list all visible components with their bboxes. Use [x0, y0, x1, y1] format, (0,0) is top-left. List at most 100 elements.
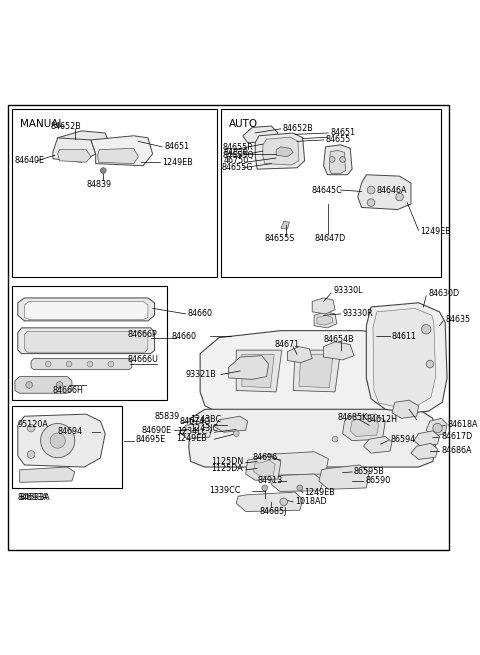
- Polygon shape: [299, 354, 333, 388]
- Circle shape: [56, 382, 63, 388]
- Polygon shape: [24, 331, 148, 352]
- Polygon shape: [53, 138, 96, 162]
- Polygon shape: [179, 422, 212, 438]
- Polygon shape: [373, 309, 436, 407]
- Text: 84686A: 84686A: [442, 446, 472, 455]
- Text: 84655: 84655: [325, 135, 351, 143]
- Text: 84674G: 84674G: [179, 417, 211, 426]
- Polygon shape: [363, 436, 392, 453]
- Text: 84652B: 84652B: [283, 124, 313, 134]
- Polygon shape: [392, 400, 419, 419]
- Text: 84839: 84839: [224, 148, 249, 157]
- Polygon shape: [200, 331, 419, 413]
- Circle shape: [280, 498, 288, 506]
- Polygon shape: [312, 298, 335, 314]
- Circle shape: [108, 361, 114, 367]
- Text: 84666P: 84666P: [128, 330, 158, 339]
- Circle shape: [433, 423, 442, 433]
- Circle shape: [340, 157, 346, 162]
- Text: 1018AD: 1018AD: [295, 496, 327, 506]
- Polygon shape: [91, 136, 153, 166]
- Circle shape: [50, 433, 65, 448]
- Text: 1243JC: 1243JC: [191, 424, 218, 432]
- Text: 84640E: 84640E: [15, 157, 45, 165]
- Circle shape: [26, 382, 33, 388]
- Circle shape: [100, 168, 106, 174]
- Text: 84652B: 84652B: [50, 122, 81, 130]
- Circle shape: [332, 436, 338, 442]
- Polygon shape: [293, 350, 341, 392]
- Polygon shape: [20, 467, 75, 482]
- Circle shape: [396, 193, 403, 201]
- Text: 1125DN: 1125DN: [212, 457, 244, 466]
- Bar: [12, 406, 122, 488]
- Text: 84646A: 84646A: [377, 185, 407, 195]
- Polygon shape: [281, 221, 289, 229]
- Polygon shape: [236, 350, 282, 392]
- Bar: [12, 109, 217, 277]
- Polygon shape: [414, 431, 440, 446]
- Polygon shape: [58, 150, 91, 162]
- Text: 1125DA: 1125DA: [212, 464, 243, 473]
- Text: 84685K: 84685K: [338, 413, 368, 422]
- Text: MANUAL: MANUAL: [20, 119, 64, 129]
- Polygon shape: [228, 356, 268, 379]
- Circle shape: [41, 424, 75, 458]
- Text: 84618A: 84618A: [447, 420, 478, 429]
- Circle shape: [27, 451, 35, 458]
- Text: 1249EB: 1249EB: [162, 158, 193, 167]
- Text: 84655G: 84655G: [222, 162, 253, 172]
- Text: 84647D: 84647D: [314, 234, 345, 243]
- Polygon shape: [350, 419, 379, 436]
- Polygon shape: [319, 465, 369, 489]
- Text: 84690E: 84690E: [141, 426, 171, 435]
- Text: 84685J: 84685J: [259, 507, 287, 516]
- Bar: [12, 286, 167, 400]
- Polygon shape: [31, 358, 132, 369]
- Polygon shape: [15, 377, 72, 393]
- Text: 84645C: 84645C: [312, 185, 343, 195]
- Polygon shape: [236, 492, 303, 512]
- Polygon shape: [253, 460, 275, 477]
- Text: 93321B: 93321B: [186, 370, 216, 379]
- Polygon shape: [409, 337, 438, 407]
- Text: 84611: 84611: [392, 331, 417, 341]
- Text: 84666H: 84666H: [53, 386, 84, 395]
- Text: 93330R: 93330R: [343, 309, 373, 318]
- Text: 84651: 84651: [164, 142, 189, 151]
- Text: 84654B: 84654B: [324, 335, 354, 344]
- Text: 84693A: 84693A: [20, 493, 50, 502]
- Text: 1243BC: 1243BC: [191, 415, 222, 424]
- Circle shape: [233, 431, 239, 436]
- Text: 84695E: 84695E: [135, 436, 166, 444]
- Text: 84655R: 84655R: [223, 143, 253, 152]
- Text: 84666U: 84666U: [128, 356, 159, 364]
- Polygon shape: [97, 148, 138, 164]
- Circle shape: [45, 361, 51, 367]
- Polygon shape: [255, 133, 305, 169]
- Circle shape: [27, 424, 35, 432]
- Text: 84612H: 84612H: [367, 415, 397, 424]
- Polygon shape: [276, 147, 293, 157]
- Polygon shape: [288, 346, 312, 363]
- Polygon shape: [411, 443, 438, 459]
- Polygon shape: [324, 342, 354, 360]
- Polygon shape: [252, 452, 328, 476]
- Polygon shape: [189, 409, 436, 467]
- Polygon shape: [243, 126, 278, 143]
- Text: 84617D: 84617D: [442, 432, 473, 441]
- Circle shape: [87, 361, 93, 367]
- Bar: [221, 109, 442, 277]
- Text: 1249EB: 1249EB: [420, 227, 451, 236]
- Text: 86595B: 86595B: [354, 467, 385, 476]
- Polygon shape: [426, 419, 447, 436]
- Text: 86594: 86594: [390, 435, 415, 443]
- Circle shape: [262, 485, 267, 491]
- Circle shape: [367, 186, 375, 194]
- Text: 1249EB: 1249EB: [305, 487, 336, 496]
- Text: 84696: 84696: [252, 453, 277, 462]
- Text: 84651: 84651: [330, 128, 355, 138]
- Circle shape: [297, 485, 303, 491]
- Polygon shape: [246, 456, 281, 480]
- Text: 84630D: 84630D: [428, 289, 459, 297]
